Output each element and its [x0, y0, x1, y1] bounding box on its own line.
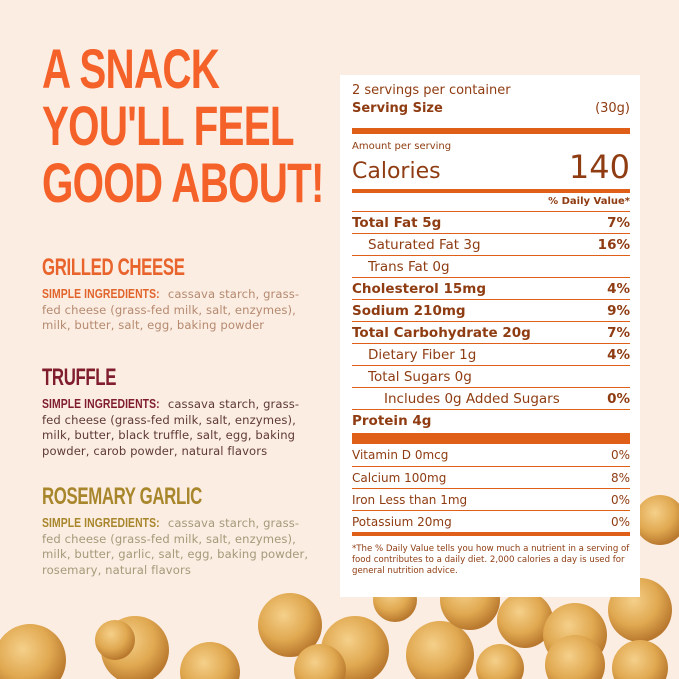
nutrient-dv: 0%: [607, 390, 630, 407]
cheese-ball: [321, 616, 389, 679]
nutrient-dv: 16%: [597, 236, 630, 253]
vitamin-row: Calcium 100mg 8%: [352, 466, 630, 488]
vitamin-row: Iron Less than 1mg 0%: [352, 488, 630, 510]
nutrient-row: Cholesterol 15mg 4%: [352, 277, 630, 299]
calories-value: 140: [568, 148, 630, 186]
cheese-ball: [635, 495, 679, 545]
vitamin-dv: 8%: [610, 470, 630, 485]
cheese-ball: [180, 642, 240, 679]
footnote: *The % Daily Value tells you how much a …: [352, 544, 630, 576]
ingredients-text: cassava starch, grass-fed cheese (grass-…: [42, 397, 300, 458]
cheese-ball: [101, 616, 169, 679]
nutrient-name: Cholesterol 15mg: [352, 280, 486, 297]
nutrition-facts-label: 2 servings per container Serving Size (30…: [340, 75, 640, 597]
nutrient-dv: 4%: [607, 280, 630, 297]
vitamin-dv: 0%: [610, 514, 630, 529]
nutrient-name: Saturated Fat 3g: [368, 236, 481, 253]
divider: [352, 433, 630, 444]
cheese-ball: [406, 621, 474, 679]
vitamin-dv: 0%: [610, 448, 630, 462]
cheese-ball: [476, 644, 524, 679]
nutrient-dv: 7%: [607, 324, 630, 341]
vitamin-dv: 0%: [610, 492, 630, 507]
nutrient-dv: 4%: [607, 346, 630, 363]
flavor-title: ROSEMARY GARLIC: [42, 483, 202, 510]
nutrient-name: Includes 0g Added Sugars: [384, 390, 560, 407]
cheese-ball: [0, 624, 66, 679]
vitamin-name: Vitamin D 0mcg: [352, 448, 449, 462]
headline-line: GOOD ABOUT!: [42, 151, 324, 214]
nutrient-name: Sodium 210mg: [352, 302, 466, 319]
daily-value-header: % Daily Value*: [548, 196, 630, 207]
serving-size-label: Serving Size: [352, 101, 443, 116]
divider: [352, 128, 630, 134]
nutrient-row: Protein 4g: [352, 409, 630, 431]
ingredients-text: cassava starch, grass-fed cheese (grass-…: [42, 287, 300, 332]
flavor-truffle: TRUFFLE SIMPLE INGREDIENTS: cassava star…: [42, 364, 317, 459]
headline-line: YOU'LL FEEL: [42, 94, 295, 157]
ingredients-label: SIMPLE INGREDIENTS:: [42, 515, 160, 530]
nutrient-name: Total Fat 5g: [352, 214, 442, 231]
vitamin-name: Iron Less than 1mg: [352, 492, 468, 507]
vitamin-row: Vitamin D 0mcg 0%: [352, 444, 630, 466]
nutrient-name: Total Carbohydrate 20g: [352, 324, 531, 341]
nutrient-row: Trans Fat 0g: [352, 255, 630, 277]
nutrient-dv: 9%: [607, 302, 630, 319]
vitamin-name: Calcium 100mg: [352, 470, 447, 485]
nutrient-name: Dietary Fiber 1g: [368, 346, 477, 363]
vitamin-row: Potassium 20mg 0%: [352, 510, 630, 532]
flavor-title: TRUFFLE: [42, 364, 117, 391]
serving-size-value: (30g): [595, 101, 630, 116]
cheese-ball: [95, 620, 135, 660]
amount-per-serving: Amount per serving: [352, 141, 452, 152]
headline-line: A SNACK: [42, 37, 220, 100]
divider: [352, 189, 630, 193]
cheese-ball: [258, 593, 322, 657]
nutrient-dv: 7%: [607, 214, 630, 231]
vitamin-name: Potassium 20mg: [352, 514, 452, 529]
cheese-ball: [612, 640, 668, 679]
flavor-title: GRILLED CHEESE: [42, 254, 185, 281]
nutrient-name: Trans Fat 0g: [368, 258, 450, 275]
divider: [352, 532, 630, 536]
servings-per-container: 2 servings per container: [352, 83, 511, 98]
cheese-ball: [545, 635, 605, 679]
nutrient-row: Sodium 210mg 9%: [352, 299, 630, 321]
nutrient-row: Includes 0g Added Sugars 0%: [352, 387, 630, 409]
ingredients-label: SIMPLE INGREDIENTS:: [42, 286, 160, 301]
headline: A SNACK YOU'LL FEEL GOOD ABOUT!: [42, 40, 324, 211]
calories-label: Calories: [352, 159, 441, 184]
ingredients-label: SIMPLE INGREDIENTS:: [42, 396, 160, 411]
nutrient-row: Total Carbohydrate 20g 7%: [352, 321, 630, 343]
nutrient-row: Total Sugars 0g: [352, 365, 630, 387]
cheese-ball: [294, 644, 346, 679]
nutrient-name: Protein 4g: [352, 412, 432, 429]
nutrient-name: Total Sugars 0g: [368, 368, 472, 385]
nutrient-row: Total Fat 5g 7%: [352, 211, 630, 233]
cheese-ball: [497, 592, 553, 648]
flavor-grilled-cheese: GRILLED CHEESE SIMPLE INGREDIENTS: cassa…: [42, 254, 317, 334]
flavor-rosemary-garlic: ROSEMARY GARLIC SIMPLE INGREDIENTS: cass…: [42, 483, 317, 578]
ingredients-text: cassava starch, grass-fed cheese (grass-…: [42, 516, 309, 577]
nutrient-row: Saturated Fat 3g 16%: [352, 233, 630, 255]
nutrient-row: Dietary Fiber 1g 4%: [352, 343, 630, 365]
cheese-ball: [543, 603, 607, 667]
